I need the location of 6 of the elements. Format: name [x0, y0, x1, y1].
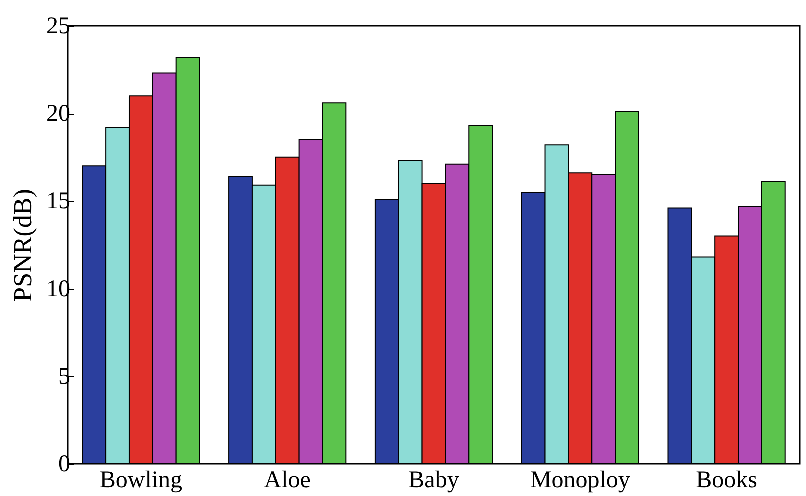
- x-tick-label: Books: [696, 468, 758, 494]
- y-axis-title: PSNR(dB): [8, 189, 38, 302]
- x-tick-label: Monoploy: [530, 468, 630, 494]
- x-tick-label: Aloe: [264, 468, 311, 494]
- x-tick-label: Baby: [408, 468, 460, 494]
- x-tick-label: Bowling: [100, 468, 183, 494]
